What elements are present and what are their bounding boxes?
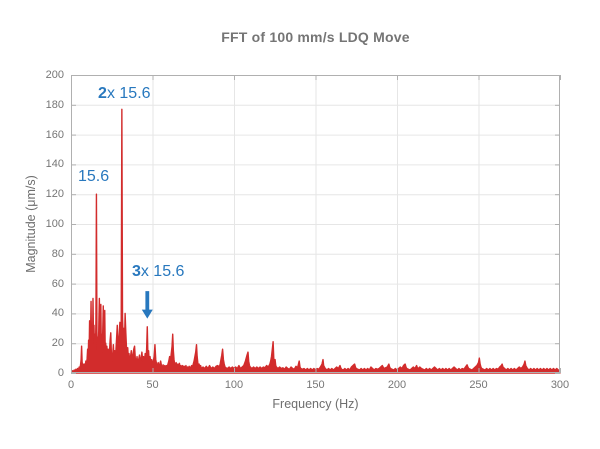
peak-annotation-multiplier: 2 [98,84,107,102]
x-tick-label: 100 [224,379,244,391]
peak-annotation-multiplier: 3 [131,263,141,281]
y-tick-label: 200 [45,69,64,81]
x-axis-label: Frequency (Hz) [272,397,359,411]
peak-annotation-text: x 15.6 [140,263,185,281]
peak-annotation: 2x 15.6 [98,85,151,103]
y-tick-label: 20 [51,337,64,350]
x-tick-label: 200 [387,379,407,391]
y-tick-label: 40 [51,307,64,320]
peak-annotation-text: x 15.6 [106,84,151,102]
peak-annotation: 15.6 [78,168,109,186]
peak-annotation-text: 15.6 [78,167,110,185]
down-arrow-icon [141,291,153,319]
plot-area [71,75,561,374]
y-tick-label: 160 [45,128,64,141]
chart-title: FFT of 100 mm/s LDQ Move [221,29,410,45]
y-tick-label: 180 [45,98,64,111]
y-tick-label: 80 [51,247,64,260]
x-tick-label: 250 [469,379,488,391]
y-tick-label: 140 [45,158,64,171]
y-tick-label: 120 [45,188,64,201]
x-tick-label: 150 [306,379,325,391]
x-tick-label: 50 [146,379,159,391]
y-tick-label: 60 [51,277,64,290]
y-tick-label: 100 [45,218,64,230]
y-tick-label: 0 [57,367,64,379]
x-tick-label: 0 [67,379,75,391]
fft-magnitude-trace [71,108,561,374]
x-tick-label: 300 [550,379,570,391]
peak-annotation: 3x 15.6 [132,263,185,281]
